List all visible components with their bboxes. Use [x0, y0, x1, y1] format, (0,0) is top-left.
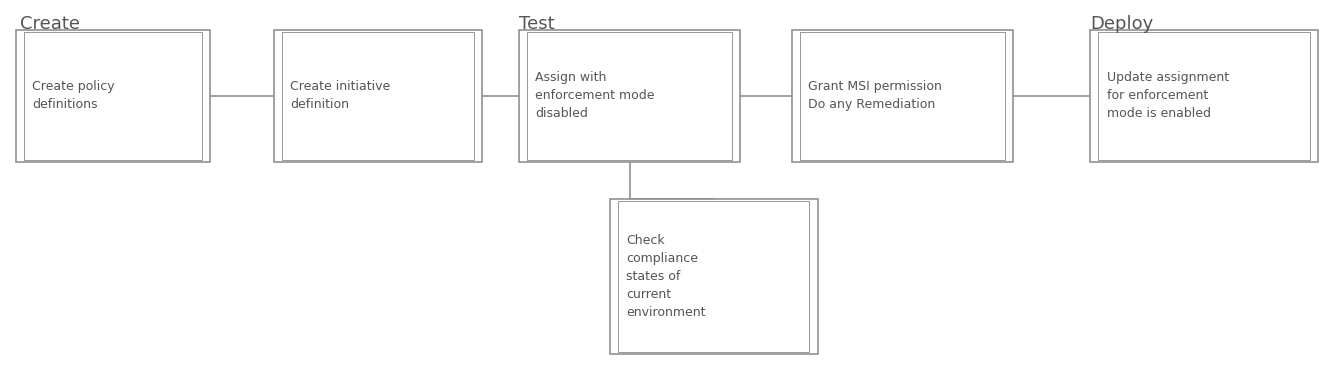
Text: Grant MSI permission
Do any Remediation: Grant MSI permission Do any Remediation — [808, 80, 942, 111]
Bar — [527, 32, 732, 160]
Bar — [1090, 30, 1318, 162]
Text: Create initiative
definition: Create initiative definition — [290, 80, 391, 111]
Text: Check
compliance
states of
current
environment: Check compliance states of current envir… — [626, 234, 705, 319]
Bar — [610, 199, 818, 354]
Text: Update assignment
for enforcement
mode is enabled: Update assignment for enforcement mode i… — [1107, 72, 1228, 120]
Bar — [618, 201, 809, 352]
Bar — [282, 32, 474, 160]
Bar — [24, 32, 202, 160]
Text: Test: Test — [519, 15, 555, 33]
Bar — [519, 30, 740, 162]
Bar — [1098, 32, 1310, 160]
Bar — [274, 30, 482, 162]
Text: Create policy
definitions: Create policy definitions — [32, 80, 115, 111]
Bar — [16, 30, 210, 162]
Bar — [800, 32, 1005, 160]
Text: Deploy: Deploy — [1090, 15, 1153, 33]
Text: Create: Create — [20, 15, 80, 33]
Text: Assign with
enforcement mode
disabled: Assign with enforcement mode disabled — [535, 72, 654, 120]
Bar — [792, 30, 1013, 162]
